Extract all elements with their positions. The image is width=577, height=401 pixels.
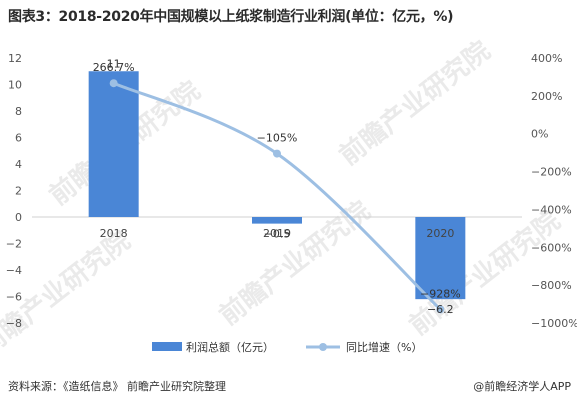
bar-value-label: 11 — [107, 57, 121, 70]
watermark-text: 前瞻产业研究院 — [214, 195, 377, 331]
category-label: 2019 — [263, 227, 291, 240]
growth-point-2020 — [436, 305, 445, 314]
left-axis-tick-label: −8 — [6, 317, 22, 330]
left-axis: 12 10 8 6 4 2 0 −2 −4 −6 −8 — [6, 52, 22, 330]
watermark-text: 前瞻产业研究院 — [334, 35, 497, 171]
bar-series — [88, 71, 466, 300]
left-axis-tick-label: 4 — [15, 158, 22, 171]
right-axis-tick-label: −400% — [531, 203, 572, 216]
right-axis-tick-label: 400% — [531, 52, 562, 65]
left-axis-tick-label: 2 — [15, 185, 22, 198]
right-axis-tick-label: −800% — [531, 279, 572, 292]
source-note: 资料来源：《造纸信息》 前瞻产业研究院整理 — [8, 380, 226, 393]
legend-bar-label: 利润总额（亿元） — [186, 340, 274, 354]
legend-bar-swatch — [152, 342, 182, 351]
right-axis-tick-label: −600% — [531, 241, 572, 254]
legend-line-marker — [319, 343, 327, 351]
left-axis-tick-label: 0 — [15, 211, 22, 224]
growth-point-2019 — [273, 149, 281, 158]
right-axis-tick-label: 0% — [531, 128, 548, 141]
left-axis-tick-label: 6 — [15, 132, 22, 145]
right-axis-tick-label: 200% — [531, 90, 562, 103]
growth-value-label: −105% — [257, 132, 298, 145]
category-label: 2018 — [100, 227, 128, 240]
data-labels: 11 −0.5 −6.2 266.7% −105% −928% — [93, 57, 461, 316]
left-axis-tick-label: 8 — [15, 105, 22, 118]
left-axis-tick-label: 10 — [8, 79, 22, 92]
growth-value-label: 266.7% — [93, 61, 135, 74]
growth-value-label: −928% — [420, 287, 461, 300]
category-label: 2020 — [426, 227, 454, 240]
right-axis-tick-label: −200% — [531, 166, 572, 179]
right-axis: 400% 200% 0% −200% −400% −600% −800% −1000% — [531, 52, 577, 330]
left-axis-tick-label: 12 — [8, 52, 22, 65]
line-series — [109, 79, 445, 314]
bar-value-label: −6.2 — [427, 303, 454, 316]
chart-title: 图表3：2018-2020年中国规模以上纸浆制造行业利润(单位：亿元，%) — [8, 9, 454, 25]
bar-2019 — [252, 217, 302, 224]
legend-line-label: 同比增速（%） — [346, 340, 422, 354]
bar-value-label: −0.5 — [264, 228, 291, 241]
brand-credit: @前瞻经济学人APP — [473, 380, 571, 393]
left-axis-tick-label: −2 — [6, 238, 22, 251]
watermarks: 前瞻产业研究院前瞻产业研究院前瞻产业研究院前瞻产业研究院前瞻产业研究院 — [0, 35, 566, 361]
category-labels: 2018 2019 2020 — [100, 227, 455, 240]
bar-2020 — [415, 217, 466, 300]
left-axis-tick-label: −6 — [6, 291, 22, 304]
legend: 利润总额（亿元） 同比增速（%） — [152, 340, 422, 354]
growth-point-2018 — [109, 79, 118, 88]
right-axis-tick-label: −1000% — [531, 317, 577, 330]
bar-2018 — [88, 71, 139, 217]
left-axis-tick-label: −4 — [6, 264, 22, 277]
